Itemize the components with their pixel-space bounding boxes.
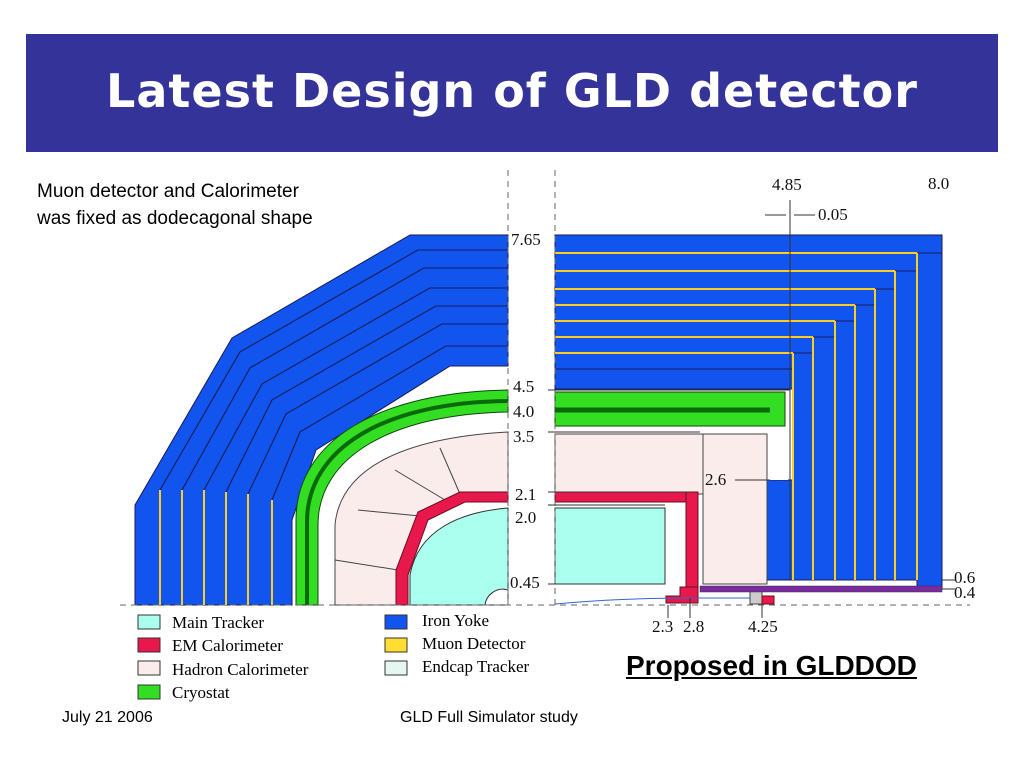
legend-swatch-iron-yoke — [384, 614, 408, 630]
label-4-0: 4.0 — [513, 402, 534, 421]
legend-swatch-hadron-calorimeter — [137, 660, 161, 676]
label-2-1: 2.1 — [515, 485, 536, 504]
cryostat — [295, 389, 786, 606]
legend-label-cryostat: Cryostat — [172, 683, 230, 702]
legend-label-iron-yoke: Iron Yoke — [422, 611, 489, 630]
label-0-45: 0.45 — [510, 573, 540, 592]
footer-center: GLD Full Simulator study — [400, 709, 578, 726]
label-2-8: 2.8 — [683, 617, 704, 636]
label-0-4: 0.4 — [954, 583, 976, 602]
legend-label-hadron-calorimeter: Hadron Calorimeter — [172, 660, 309, 679]
label-2-0: 2.0 — [515, 508, 536, 527]
label-4-85: 4.85 — [772, 175, 802, 194]
dimension-labels: 7.65 4.5 4.0 3.5 2.1 2.0 0.45 4.85 8.0 0… — [510, 174, 976, 636]
label-4-25: 4.25 — [748, 617, 778, 636]
label-7-65: 7.65 — [511, 230, 541, 249]
label-0-05: 0.05 — [818, 205, 848, 224]
label-3-5: 3.5 — [513, 427, 534, 446]
title-bar: Latest Design of GLD detector — [26, 34, 998, 152]
note-line-1: Muon detector and Calorimeter — [37, 181, 299, 202]
legend-label-endcap-tracker: Endcap Tracker — [422, 657, 530, 676]
label-2-6: 2.6 — [705, 470, 726, 489]
legend-label-em-calorimeter: EM Calorimeter — [172, 636, 283, 655]
design-note: Muon detector and Calorimeter was fixed … — [37, 178, 313, 232]
legend-swatch-endcap-tracker — [384, 660, 408, 676]
legend-swatch-em-calorimeter — [137, 637, 161, 653]
proposed-label: Proposed in GLDDOD — [626, 650, 917, 681]
legend-swatch-muon-detector — [384, 637, 408, 653]
dimension-lines — [548, 200, 955, 618]
label-2-3: 2.3 — [652, 617, 673, 636]
detector-diagram: 7.65 4.5 4.0 3.5 2.1 2.0 0.45 4.85 8.0 0… — [120, 170, 976, 702]
legend-label-main-tracker: Main Tracker — [172, 613, 264, 632]
label-8-0: 8.0 — [928, 174, 949, 193]
footer-date: July 21 2006 — [62, 709, 153, 726]
label-4-5: 4.5 — [513, 377, 534, 396]
label-0-6: 0.6 — [954, 568, 975, 587]
iron-yoke — [134, 234, 943, 606]
note-line-2: was fixed as dodecagonal shape — [37, 208, 313, 229]
legend: Main Tracker EM Calorimeter Hadron Calor… — [137, 611, 530, 702]
legend-swatch-main-tracker — [137, 614, 161, 630]
legend-swatch-cryostat — [137, 684, 161, 700]
legend-label-muon-detector: Muon Detector — [422, 634, 526, 653]
page-title: Latest Design of GLD detector — [106, 64, 918, 118]
muon-detector-lines — [159, 252, 918, 605]
